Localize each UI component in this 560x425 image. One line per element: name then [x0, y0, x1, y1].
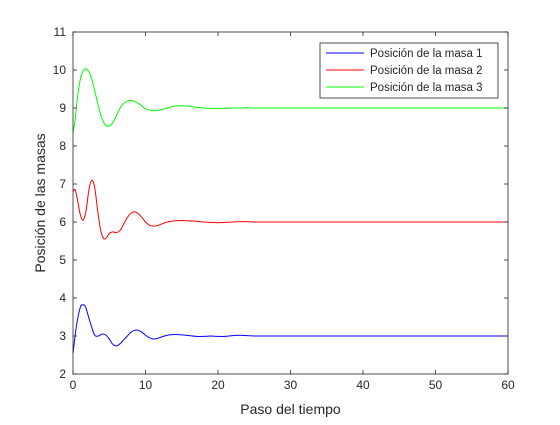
x-tick-label: 10 [139, 378, 153, 392]
x-tick-label: 20 [211, 378, 225, 392]
x-tick-label: 40 [356, 378, 370, 392]
series-line-masa-2 [72, 179, 508, 240]
x-tick-label: 0 [70, 378, 77, 392]
x-axis-label: Paso del tiempo [240, 401, 341, 417]
y-tick-label: 6 [59, 215, 66, 229]
y-tick-label: 9 [59, 101, 66, 115]
y-tick-label: 8 [59, 139, 66, 153]
y-tick-label: 4 [59, 291, 66, 305]
x-tick-label: 30 [284, 378, 298, 392]
x-tick-label: 50 [429, 378, 443, 392]
y-tick-label: 3 [59, 329, 66, 343]
y-tick-label: 5 [59, 253, 66, 267]
legend-label-masa-2: Posición de la masa 2 [370, 65, 483, 77]
legend: Posición de la masa 1 Posición de la masa… [319, 42, 499, 99]
axes-layer: 0 10 20 30 40 50 60 2 3 4 5 6 7 8 9 10 11 [53, 25, 515, 392]
y-tick-label: 2 [59, 367, 66, 381]
legend-label-masa-3: Posición de la masa 3 [370, 82, 483, 94]
y-tick-label: 11 [54, 25, 67, 39]
legend-label-masa-1: Posición de la masa 1 [370, 48, 483, 60]
y-axis-label: Posición de las masas [32, 133, 48, 272]
series-line-masa-3 [72, 68, 508, 133]
series-line-masa-1 [72, 304, 508, 354]
series-layer [72, 68, 508, 354]
x-tick-label: 60 [501, 378, 515, 392]
y-tick-label: 10 [53, 63, 67, 77]
y-tick-label: 7 [59, 177, 66, 191]
